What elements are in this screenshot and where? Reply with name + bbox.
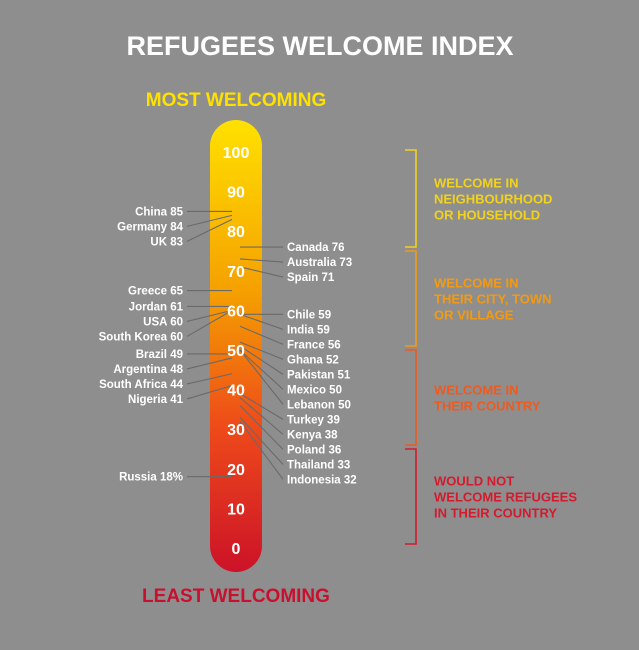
country-label: Mexico 50	[287, 384, 342, 396]
leader-line	[239, 416, 284, 465]
leader-line	[186, 385, 233, 400]
band-label: WELCOME IN	[434, 383, 519, 398]
tick-label: 10	[227, 501, 245, 518]
country-label: Chile 59	[287, 309, 331, 321]
country-label: Indonesia 32	[287, 474, 357, 486]
leader-line	[186, 218, 233, 242]
country-label: Argentina 48	[113, 364, 183, 376]
country-label: Australia 73	[287, 257, 352, 269]
country-label: Canada 76	[287, 242, 345, 254]
band-bracket	[405, 349, 417, 446]
country-label: Lebanon 50	[287, 399, 351, 411]
leader-line	[239, 325, 284, 345]
country-label: Jordan 61	[129, 301, 184, 313]
country-label: Thailand 33	[287, 459, 350, 471]
country-label: Russia 18%	[119, 472, 183, 484]
leader-line	[186, 373, 233, 385]
band-label: THEIR CITY, TOWN	[434, 292, 551, 307]
tick-label: 40	[227, 383, 245, 400]
leader-line	[239, 420, 284, 480]
leader-line	[186, 357, 233, 370]
band-label: WELCOME REFUGEES	[434, 490, 577, 505]
leader-line	[239, 313, 284, 330]
country-label: Nigeria 41	[128, 394, 184, 406]
band-bracket	[405, 149, 417, 248]
band-label: WELCOME IN	[434, 176, 519, 191]
right-country-labels: Canada 76 Australia 73 Spain 71 Chile 59 Ind…	[287, 242, 357, 486]
country-label: Germany 84	[117, 221, 183, 233]
tick-label: 80	[227, 224, 245, 241]
tick-label: 50	[227, 343, 245, 360]
band-label: WELCOME IN	[434, 276, 519, 291]
country-label: Turkey 39	[287, 414, 340, 426]
tick-label: 30	[227, 422, 245, 439]
band-bracket	[405, 250, 417, 347]
country-label: China 85	[135, 206, 184, 218]
country-label: Poland 36	[287, 444, 341, 456]
country-label: USA 60	[143, 316, 183, 328]
band-label: WOULD NOT	[434, 474, 514, 489]
band-label: OR HOUSEHOLD	[434, 208, 540, 223]
tick-label: 20	[227, 462, 245, 479]
leader-line	[239, 258, 284, 263]
leader-line	[239, 266, 284, 278]
tick-label: 60	[227, 303, 245, 320]
leader-line	[239, 349, 284, 390]
least-welcoming-label: LEAST WELCOMING	[142, 586, 330, 607]
leader-line	[239, 393, 284, 420]
tick-label: 90	[227, 185, 245, 202]
country-label: Brazil 49	[136, 349, 183, 361]
tick-label: 100	[223, 145, 250, 162]
country-label: France 56	[287, 339, 341, 351]
band-label: OR VILLAGE	[434, 308, 514, 323]
band-label: THEIR COUNTRY	[434, 399, 541, 414]
leader-lines	[186, 210, 284, 480]
country-label: UK 83	[150, 236, 183, 248]
leader-line	[239, 341, 284, 360]
country-label: Kenya 38	[287, 429, 338, 441]
thermometer-bar	[210, 120, 262, 572]
country-label: South Korea 60	[99, 331, 183, 343]
leader-line	[186, 214, 233, 227]
leader-line	[239, 397, 284, 435]
band-label: NEIGHBOURHOOD	[434, 192, 552, 207]
country-label: Spain 71	[287, 272, 335, 284]
country-label: Greece 65	[128, 286, 184, 298]
tick-label: 0	[232, 541, 241, 558]
country-label: India 59	[287, 324, 330, 336]
leader-line	[239, 345, 284, 375]
leader-line	[239, 349, 284, 405]
country-label: Pakistan 51	[287, 369, 351, 381]
country-label: Ghana 52	[287, 354, 339, 366]
tick-label: 70	[227, 264, 245, 281]
band-label: IN THEIR COUNTRY	[434, 506, 557, 521]
band-bracket	[405, 448, 417, 545]
left-country-labels: China 85 Germany 84 UK 83 Greece 65 Jordan 6…	[99, 206, 184, 483]
country-label: South Africa 44	[99, 379, 184, 391]
leader-line	[186, 309, 233, 337]
chart-title: REFUGEES WELCOME INDEX	[126, 31, 513, 61]
most-welcoming-label: MOST WELCOMING	[146, 90, 326, 111]
leader-line	[186, 309, 233, 322]
leader-line	[239, 405, 284, 450]
